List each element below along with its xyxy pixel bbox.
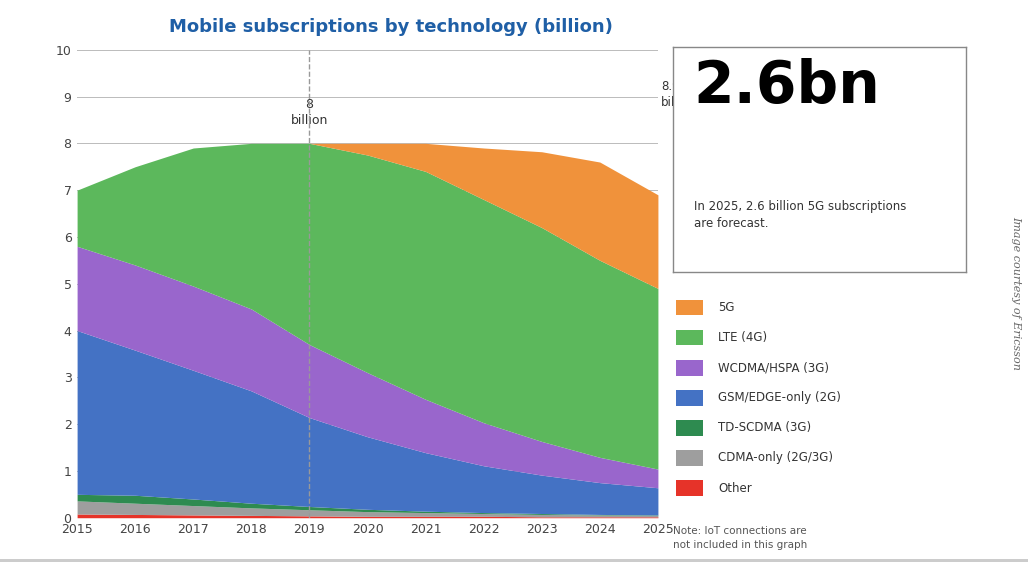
Text: In 2025, 2.6 billion 5G subscriptions
are forecast.: In 2025, 2.6 billion 5G subscriptions ar… bbox=[694, 200, 907, 230]
FancyBboxPatch shape bbox=[676, 300, 703, 315]
FancyBboxPatch shape bbox=[676, 420, 703, 436]
Text: 2.6bn: 2.6bn bbox=[694, 58, 881, 115]
FancyBboxPatch shape bbox=[676, 360, 703, 376]
Text: LTE (4G): LTE (4G) bbox=[718, 331, 767, 344]
Text: GSM/EDGE-only (2G): GSM/EDGE-only (2G) bbox=[718, 391, 841, 404]
Text: Note: IoT connections are
not included in this graph: Note: IoT connections are not included i… bbox=[673, 526, 808, 550]
Text: Other: Other bbox=[718, 481, 751, 494]
Text: 8
billion: 8 billion bbox=[291, 98, 328, 127]
Text: 8.9
billion: 8.9 billion bbox=[661, 80, 696, 109]
Text: Image courtesy of Ericsson: Image courtesy of Ericsson bbox=[1011, 215, 1021, 370]
FancyBboxPatch shape bbox=[676, 330, 703, 346]
Text: CDMA-only (2G/3G): CDMA-only (2G/3G) bbox=[718, 452, 833, 464]
FancyBboxPatch shape bbox=[676, 450, 703, 466]
Text: Mobile subscriptions by technology (billion): Mobile subscriptions by technology (bill… bbox=[169, 18, 613, 36]
Text: TD-SCDMA (3G): TD-SCDMA (3G) bbox=[718, 421, 811, 435]
FancyBboxPatch shape bbox=[676, 390, 703, 405]
Text: WCDMA/HSPA (3G): WCDMA/HSPA (3G) bbox=[718, 361, 829, 374]
Text: 5G: 5G bbox=[718, 301, 735, 314]
FancyBboxPatch shape bbox=[676, 480, 703, 496]
